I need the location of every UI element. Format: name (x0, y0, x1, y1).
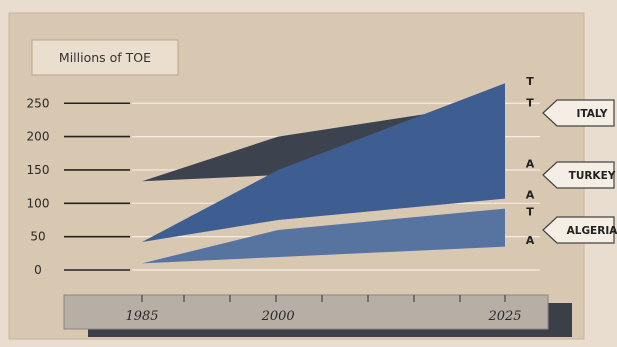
x-tick-label: 2025 (487, 309, 521, 324)
legend-tag-algeria (542, 216, 615, 244)
end-letter: A (526, 157, 535, 170)
x-axis-bar: 1985 2000 2025 (63, 294, 572, 337)
unit-label-box (31, 39, 179, 76)
axis-bar (63, 294, 549, 330)
end-letter: T (526, 75, 534, 88)
legend-tag-italy (542, 99, 615, 127)
x-tick-label: 1985 (125, 309, 158, 324)
end-letter: T (526, 205, 534, 218)
y-tick-label: 100 (27, 196, 50, 210)
y-tick-label: 250 (27, 96, 50, 110)
unit-label: Millions of TOE (59, 50, 151, 65)
series-area-algeria (142, 208, 505, 264)
y-tick-label: 50 (30, 230, 45, 244)
area-layer (142, 83, 505, 264)
y-tick-label: 0 (34, 263, 42, 277)
end-letter: A (526, 189, 535, 202)
legend-tag-label: ITALY (576, 108, 607, 120)
legend-tag-label: TURKEY (569, 170, 616, 182)
y-tick-label: 200 (27, 130, 50, 144)
x-tick-label: 2000 (261, 309, 295, 324)
y-tick-label: 150 (27, 163, 50, 177)
series-area-turkey (142, 83, 505, 242)
legend-tag-label: ALGERIA (567, 225, 617, 237)
end-letter: A (526, 234, 535, 247)
legend-tags: ITALY TURKEY ALGERIA (542, 99, 617, 244)
end-letter: T (526, 97, 534, 110)
legend-tag-turkey (542, 161, 615, 189)
